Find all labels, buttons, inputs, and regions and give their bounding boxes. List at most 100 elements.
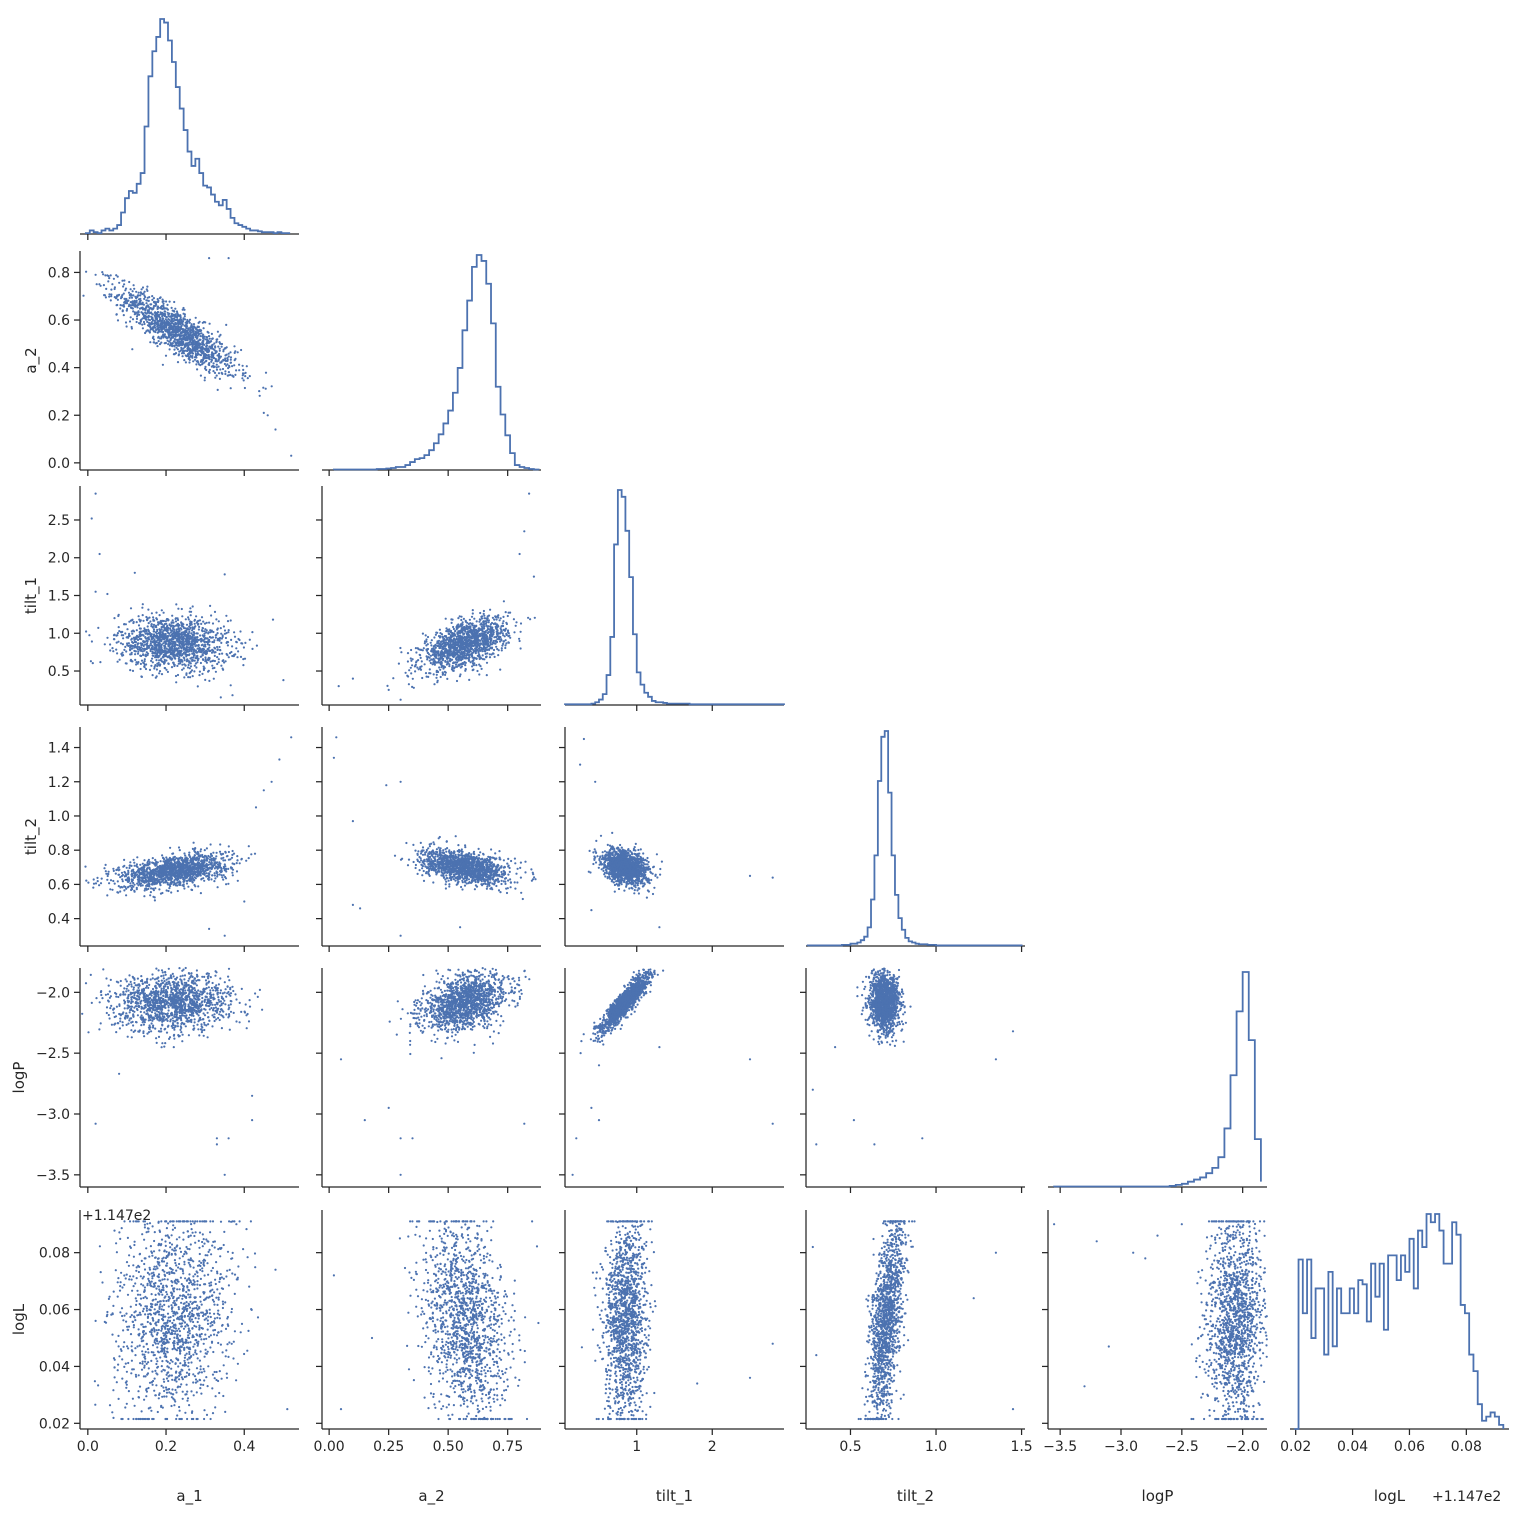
scatter-point — [218, 620, 220, 622]
scatter-point — [483, 623, 485, 625]
scatter-point — [437, 661, 439, 663]
scatter-point — [204, 652, 206, 654]
scatter-point — [435, 657, 437, 659]
scatter-point — [211, 344, 213, 346]
scatter-point — [116, 891, 118, 893]
scatter-point — [421, 677, 423, 679]
scatter-point — [111, 283, 113, 285]
scatter-point — [423, 647, 425, 649]
scatter-point — [115, 649, 117, 651]
scatter-point — [448, 665, 450, 667]
scatter-point — [438, 659, 440, 661]
scatter-point — [148, 315, 150, 317]
scatter-point — [263, 412, 265, 414]
scatter-point — [219, 348, 221, 350]
scatter-point — [211, 338, 213, 340]
scatter-point — [127, 636, 129, 638]
scatter-point — [505, 633, 507, 635]
scatter-point — [432, 663, 434, 665]
scatter-point — [116, 295, 118, 297]
scatter-point — [466, 657, 468, 659]
scatter-point — [447, 662, 449, 664]
scatter-point — [422, 633, 424, 635]
scatter-point — [207, 632, 209, 634]
scatter-point — [203, 352, 205, 354]
y-tick-label: 0.5 — [48, 664, 70, 680]
scatter-point — [453, 628, 455, 630]
scatter-point — [177, 674, 179, 676]
scatter-point — [244, 642, 246, 644]
scatter-point — [198, 628, 200, 630]
scatter-point — [136, 645, 138, 647]
scatter-point — [218, 658, 220, 660]
scatter-point — [140, 619, 142, 621]
scatter-point — [207, 332, 209, 334]
scatter-point — [209, 641, 211, 643]
scatter-point — [122, 643, 124, 645]
scatter-point — [178, 656, 180, 658]
scatter-point — [130, 288, 132, 290]
scatter-point — [177, 314, 179, 316]
scatter-point — [92, 887, 94, 889]
scatter-point — [182, 307, 184, 309]
scatter-point — [190, 665, 192, 667]
scatter-point — [209, 369, 211, 371]
scatter-point — [505, 611, 507, 613]
scatter-point — [504, 628, 506, 630]
scatter-point — [267, 414, 269, 416]
scatter-point — [483, 658, 485, 660]
scatter-point — [487, 632, 489, 634]
scatter-point — [168, 887, 170, 889]
scatter-point — [82, 295, 84, 297]
scatter-point — [121, 872, 123, 874]
scatter-point — [199, 650, 201, 652]
scatter-point — [98, 283, 100, 285]
scatter-point — [219, 350, 221, 352]
scatter-point — [478, 629, 480, 631]
scatter-point — [105, 864, 107, 866]
scatter-point — [196, 360, 198, 362]
scatter-point — [156, 663, 158, 665]
scatter-point — [425, 634, 427, 636]
scatter-point — [118, 294, 120, 296]
scatter-point — [190, 611, 192, 613]
scatter-point — [518, 638, 520, 640]
scatter-point — [413, 687, 415, 689]
scatter-point — [187, 616, 189, 618]
scatter-point — [91, 517, 93, 519]
scatter-point — [157, 327, 159, 329]
scatter-point — [85, 271, 87, 273]
scatter-point — [170, 331, 172, 333]
scatter-point — [450, 641, 452, 643]
scatter-point — [219, 378, 221, 380]
scatter-point — [473, 662, 475, 664]
scatter-point — [181, 352, 183, 354]
scatter-point — [476, 620, 478, 622]
scatter-point — [108, 275, 110, 277]
scatter-point — [161, 651, 163, 653]
scatter-point — [493, 640, 495, 642]
scatter-point — [218, 653, 220, 655]
scatter-point — [439, 654, 441, 656]
scatter-point — [470, 632, 472, 634]
scatter-point — [133, 288, 135, 290]
scatter-point — [451, 619, 453, 621]
scatter-point — [201, 360, 203, 362]
scatter-point — [141, 643, 143, 645]
scatter-point — [177, 341, 179, 343]
scatter-point — [476, 634, 478, 636]
scatter-point — [163, 626, 165, 628]
scatter-point — [180, 348, 182, 350]
scatter-point — [489, 656, 491, 658]
scatter-point — [429, 660, 431, 662]
scatter-point — [519, 640, 521, 642]
scatter-point — [172, 619, 174, 621]
scatter-point — [208, 364, 210, 366]
scatter-point — [153, 620, 155, 622]
scatter-point — [143, 292, 145, 294]
scatter-point — [184, 659, 186, 661]
scatter-point — [119, 659, 121, 661]
scatter-point — [181, 647, 183, 649]
scatter-point — [424, 642, 426, 644]
